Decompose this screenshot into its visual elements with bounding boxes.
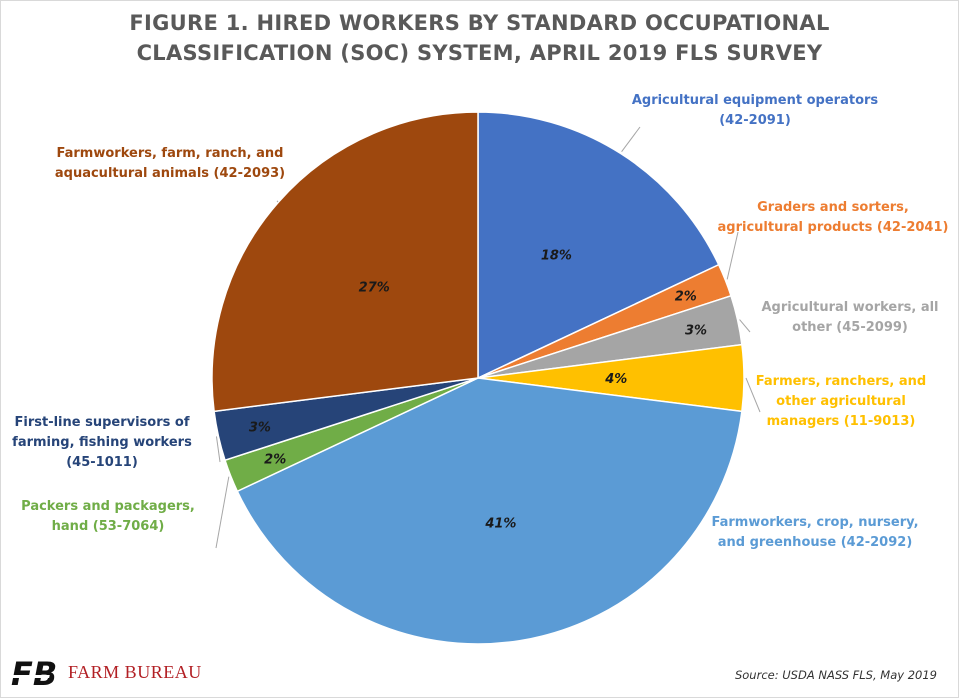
category-label-line: agricultural products (42-2041) [718, 220, 949, 235]
category-label-line: (42-2091) [719, 113, 791, 128]
pie-slice-value-label-3: 3% [685, 323, 707, 338]
leader-line-4 [745, 377, 761, 413]
pie-slice-value-label-6: 2% [264, 452, 286, 467]
category-label-line: First-line supervisors of [15, 415, 190, 430]
pie-slice-value-label-4: 4% [604, 372, 627, 387]
category-label-line: (45-1011) [66, 455, 138, 470]
leader-line-3 [739, 319, 751, 333]
category-label-3: Agricultural workers, all other (45-2099) [761, 300, 938, 335]
category-label-line: managers (11-9013) [767, 414, 916, 429]
logo-mark-letters: FB [11, 655, 57, 689]
category-label-7: First-line supervisors of farming, fishin… [12, 415, 192, 470]
pie-slice-5 [236, 377, 743, 645]
pie-slice-value-label-8: 27% [359, 281, 390, 296]
category-label-line: other (45-2099) [792, 320, 908, 335]
pie-slice-value-label-5: 41% [484, 516, 516, 531]
leader-line-6 [215, 476, 230, 549]
category-label-2: Graders and sorters, agricultural product… [718, 200, 949, 235]
category-label-line: other agricultural [776, 394, 906, 409]
farm-bureau-logo: FB FARM BUREAU [9, 652, 202, 693]
pie-slice-value-label-2: 2% [675, 290, 697, 305]
category-label-line: Farmworkers, crop, nursery, [711, 515, 918, 530]
category-label-line: Farmworkers, farm, ranch, and [57, 146, 284, 161]
category-label-1: Agricultural equipment operators (42-2091… [632, 93, 879, 128]
source-note: Source: USDA NASS FLS, May 2019 [734, 668, 937, 682]
category-label-line: and greenhouse (42-2092) [718, 535, 913, 550]
farm-bureau-logo-text: FARM BUREAU [68, 661, 202, 682]
category-label-line: Graders and sorters, [757, 200, 909, 215]
leader-line-8 [276, 200, 279, 203]
pie-slice-value-label-1: 18% [541, 248, 572, 263]
category-label-line: Agricultural equipment operators [632, 93, 879, 108]
chart-title-line-1: FIGURE 1. HIRED WORKERS BY STANDARD OCCU… [129, 11, 830, 35]
leader-line-1 [621, 126, 641, 153]
category-label-8: Farmworkers, farm, ranch, and aquacultura… [55, 146, 285, 181]
leader-line-2 [726, 231, 739, 280]
category-label-6: Packers and packagers, hand (53-7064) [21, 499, 195, 534]
category-label-line: Farmers, ranchers, and [756, 374, 926, 389]
category-label-line: hand (53-7064) [52, 519, 165, 534]
pie-slice-value-label-7: 3% [249, 421, 271, 436]
pie-slices [211, 111, 745, 645]
farm-bureau-logo-mark: FB [9, 655, 62, 693]
pie-slice-1 [477, 111, 720, 380]
leader-line-7 [215, 436, 221, 463]
category-label-line: Agricultural workers, all [761, 300, 938, 315]
category-label-5: Farmworkers, crop, nursery, and greenhous… [711, 515, 918, 550]
pie-slice-8 [211, 111, 479, 413]
category-label-4: Farmers, ranchers, and other agricultural… [756, 374, 926, 429]
category-label-line: farming, fishing workers [12, 435, 192, 450]
chart-title: FIGURE 1. HIRED WORKERS BY STANDARD OCCU… [0, 8, 959, 68]
chart-title-line-2: CLASSIFICATION (SOC) SYSTEM, APRIL 2019 … [136, 41, 823, 65]
category-label-line: Packers and packagers, [21, 499, 195, 514]
category-label-line: aquacultural animals (42-2093) [55, 166, 285, 181]
